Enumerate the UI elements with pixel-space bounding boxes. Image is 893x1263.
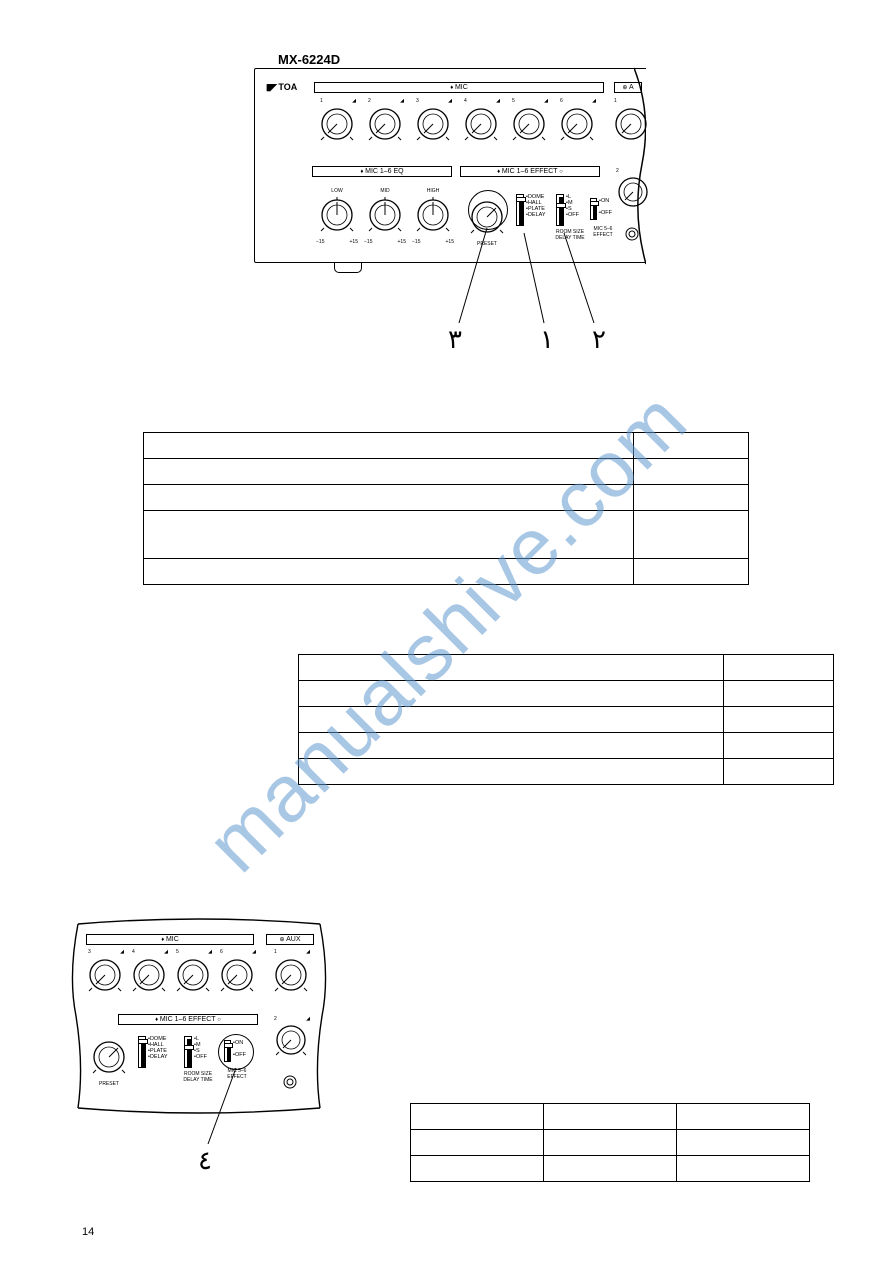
mic-knob-4: 4◢ bbox=[460, 103, 502, 148]
diagram-sub-panel: ♦ MIC ⊕ AUX 3◢ 4◢ 5◢ 6◢ 1◢ ♦ MIC 1–6 EFF… bbox=[68, 916, 330, 1116]
callout-4: ٤ bbox=[198, 1146, 212, 1176]
effect-section-label: ♦ MIC 1–6 EFFECT ○ bbox=[460, 166, 600, 177]
mic-knob-3b: 3◢ bbox=[84, 954, 126, 999]
callout-3: ٣ bbox=[448, 325, 462, 355]
table-row bbox=[411, 1130, 810, 1156]
page-number: 14 bbox=[82, 1226, 94, 1238]
preset-knob-2: PRESET bbox=[88, 1036, 130, 1087]
table-row bbox=[144, 459, 749, 485]
table-row bbox=[299, 655, 834, 681]
mic-knob-1: 1◢ bbox=[316, 103, 358, 148]
eq-section-label: ♦ MIC 1–6 EQ bbox=[312, 166, 452, 177]
table-row bbox=[144, 485, 749, 511]
preset-slider: •DOME •HALL •PLATE •DELAY bbox=[516, 194, 524, 226]
mic-section-label: ♦ MIC bbox=[314, 82, 604, 93]
table-row bbox=[299, 681, 834, 707]
table-row bbox=[411, 1156, 810, 1182]
table-row bbox=[144, 559, 749, 585]
jack-icon bbox=[624, 226, 640, 245]
roomsize-slider: •L •M •S •OFF ROOM SIZE DELAY TIME bbox=[556, 194, 564, 226]
table-row bbox=[299, 733, 834, 759]
model-label: MX-6224D bbox=[278, 52, 340, 67]
roomsize-slider-2: •L •M •S •OFF ROOM SIZE DELAY TIME bbox=[184, 1036, 192, 1068]
mic-knob-3: 3◢ bbox=[412, 103, 454, 148]
eq-knob-high: HIGH−15+15 bbox=[412, 188, 454, 245]
table-1 bbox=[143, 432, 749, 585]
aux-knob-2b: 2◢ bbox=[272, 1021, 310, 1062]
aux-stub-label: ⊕ A bbox=[614, 82, 642, 93]
table-3 bbox=[410, 1103, 810, 1182]
mic-knob-6b: 6◢ bbox=[216, 954, 258, 999]
table-row bbox=[144, 511, 749, 559]
table-row bbox=[299, 707, 834, 733]
mic-knob-4b: 4◢ bbox=[128, 954, 170, 999]
jack-icon-2 bbox=[282, 1074, 298, 1093]
callout-1: ١ bbox=[540, 325, 554, 355]
aux-knob-1b: 1◢ bbox=[270, 954, 312, 999]
aux-knob-1: 1 bbox=[610, 103, 652, 148]
mic-knob-5: 5◢ bbox=[508, 103, 550, 148]
eq-knob-low: LOW−15+15 bbox=[316, 188, 358, 245]
effect-onoff-slider: •ON •OFF MIC 5–6 EFFECT bbox=[590, 198, 597, 220]
aux-section-label-2: ⊕ AUX bbox=[266, 934, 314, 945]
preset-slider-2: •DOME •HALL •PLATE •DELAY bbox=[138, 1036, 146, 1068]
eq-knob-mid: MID−15+15 bbox=[364, 188, 406, 245]
aux-knob-2: 2 bbox=[614, 173, 652, 214]
effect-section-label-2: ♦ MIC 1–6 EFFECT ○ bbox=[118, 1014, 258, 1025]
mic-knob-5b: 5◢ bbox=[172, 954, 214, 999]
table-row bbox=[299, 759, 834, 785]
mic-section-label-2: ♦ MIC bbox=[86, 934, 254, 945]
brand-label: ▮◤ TOA bbox=[266, 82, 297, 93]
callout-circle-3 bbox=[468, 190, 508, 230]
callout-2: ٢ bbox=[592, 325, 606, 355]
table-2 bbox=[298, 654, 834, 785]
table-row bbox=[144, 433, 749, 459]
diagram-main-panel: ▮◤ TOA ♦ MIC ⊕ A 1◢ 2◢ 3◢ 4◢ 5◢ 6◢ 1 ♦ M… bbox=[254, 68, 659, 263]
mic-knob-6: 6◢ bbox=[556, 103, 598, 148]
table-row bbox=[411, 1104, 810, 1130]
mic-knob-2: 2◢ bbox=[364, 103, 406, 148]
callout-circle-4 bbox=[218, 1034, 254, 1070]
